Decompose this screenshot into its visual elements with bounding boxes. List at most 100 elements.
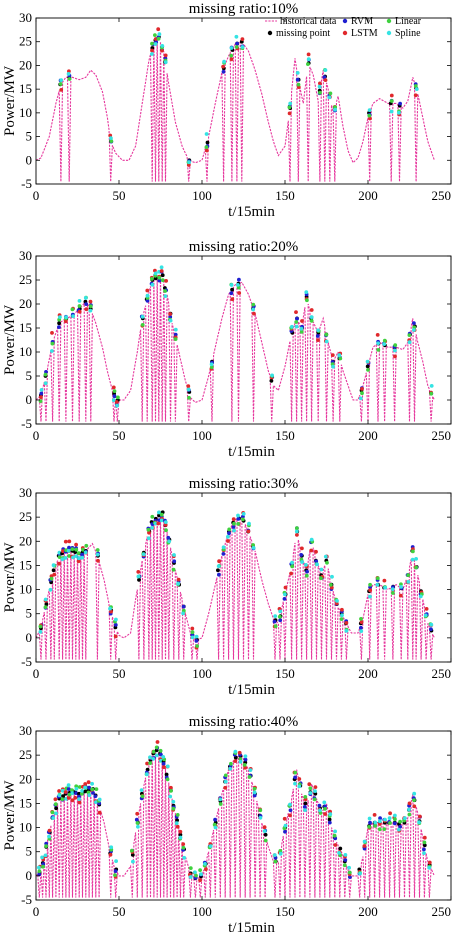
linear-marker (263, 838, 268, 843)
spline-marker (114, 859, 118, 863)
linear-marker (113, 873, 117, 877)
spline-marker (181, 611, 186, 616)
spline-marker (173, 327, 178, 332)
linear-marker (252, 786, 257, 791)
spline-marker (209, 362, 214, 367)
linear-marker (171, 806, 176, 811)
linear-marker (407, 333, 412, 337)
spline-marker (406, 580, 411, 584)
spline-marker (163, 520, 168, 524)
spline-marker (368, 594, 372, 599)
x-tick-label: 250 (432, 904, 452, 919)
linear-marker (70, 307, 75, 312)
lstm-marker (67, 539, 72, 544)
rvm-marker (235, 41, 240, 46)
missing-marker (303, 801, 308, 806)
linear-marker (187, 395, 191, 400)
spline-marker (58, 315, 62, 319)
spline-marker (358, 871, 362, 876)
lstm-marker (313, 785, 318, 789)
linear-marker (388, 821, 392, 825)
y-tick-label: 10 (19, 105, 32, 120)
linear-marker (153, 33, 157, 37)
spline-marker (136, 574, 141, 579)
spline-marker (172, 553, 176, 557)
chart-title: missing ratio:10% (189, 1, 299, 17)
linear-marker (70, 547, 75, 551)
lstm-marker (240, 37, 245, 41)
rvm-marker (283, 829, 287, 834)
linear-marker (77, 304, 82, 308)
x-tick-label: 200 (358, 666, 378, 681)
spline-marker (51, 563, 56, 568)
lstm-marker (318, 81, 322, 86)
linear-marker (368, 582, 372, 587)
lstm-marker (295, 533, 299, 537)
lstm-marker (97, 810, 102, 815)
linear-marker (367, 113, 372, 118)
lstm-marker (221, 64, 226, 69)
spline-marker (160, 44, 165, 48)
linear-marker (227, 527, 232, 532)
spline-marker (303, 808, 307, 812)
legend-label-rvm: RVM (351, 16, 373, 27)
rvm-marker (172, 559, 177, 564)
lstm-marker (243, 765, 248, 770)
spline-marker (83, 785, 87, 790)
linear-marker (366, 368, 370, 372)
lstm-marker (84, 307, 89, 312)
linear-marker (67, 77, 72, 81)
missing-marker (263, 832, 268, 837)
lstm-marker (287, 111, 292, 116)
spline-marker (300, 560, 304, 564)
lstm-marker (145, 288, 150, 293)
spline-marker (83, 296, 88, 300)
spline-marker (108, 606, 112, 611)
lstm-marker (186, 384, 191, 389)
y-tick-label: 15 (19, 320, 32, 335)
spline-marker (288, 101, 293, 106)
rvm-marker (378, 816, 382, 821)
linear-marker (84, 543, 89, 548)
lstm-marker (372, 813, 377, 817)
linear-marker (377, 827, 382, 832)
lstm-marker (307, 782, 312, 787)
rvm-marker (57, 325, 61, 329)
spline-marker (141, 552, 146, 557)
spline-marker (145, 772, 149, 777)
spline-marker (429, 622, 434, 627)
spline-marker (344, 629, 349, 633)
linear-marker (406, 573, 411, 577)
lstm-marker (362, 844, 367, 848)
lstm-marker (145, 761, 150, 766)
lstm-marker (57, 561, 61, 566)
spline-marker (226, 534, 230, 539)
spline-marker (407, 807, 411, 812)
spline-marker (83, 550, 88, 555)
y-tick-label: 30 (19, 10, 32, 25)
spline-marker (97, 797, 102, 802)
lstm-marker (333, 843, 338, 847)
linear-marker (376, 348, 381, 352)
x-tick-label: 0 (33, 666, 40, 681)
lstm-marker (181, 842, 186, 846)
legend-swatch-rvm (342, 18, 348, 24)
linear-marker (195, 644, 200, 648)
linear-marker (67, 792, 72, 797)
spline-marker (168, 318, 173, 323)
rvm-marker (422, 847, 426, 852)
y-tick-label: 20 (19, 533, 32, 548)
rvm-marker (159, 752, 163, 757)
linear-marker (287, 105, 292, 110)
spline-marker (337, 851, 341, 855)
lstm-marker (407, 801, 412, 806)
chart-title: missing ratio:20% (189, 239, 299, 255)
rvm-marker (243, 757, 248, 762)
rvm-marker (213, 817, 218, 822)
rvm-marker (282, 597, 287, 601)
rvm-marker (302, 805, 307, 809)
lstm-marker (66, 796, 71, 800)
linear-marker (411, 549, 415, 554)
spline-marker (399, 585, 403, 589)
